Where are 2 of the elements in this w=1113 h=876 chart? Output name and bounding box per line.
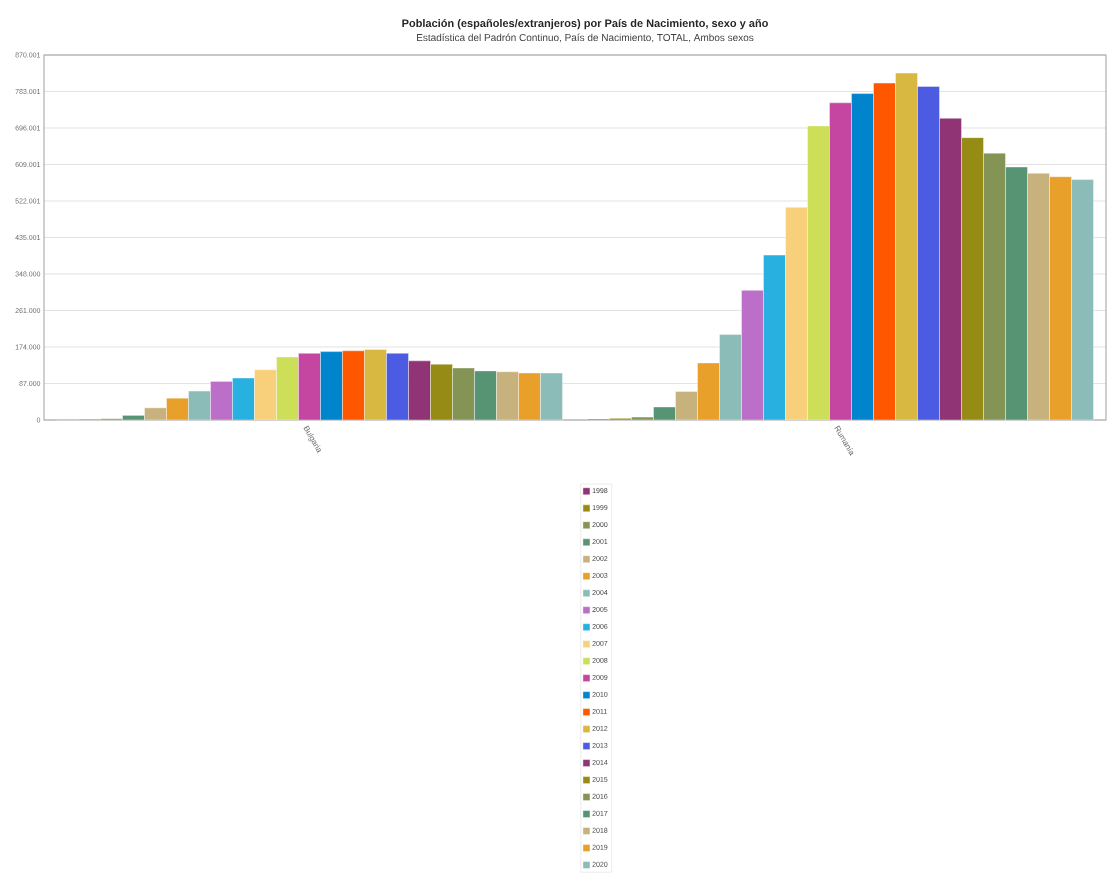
chart-title: Población (españoles/extranjeros) por País de Nacimiento, sexo y año [402, 18, 768, 30]
chart-subtitle: Estadística del Padrón Continuo, País de Nacimiento, TOTAL, Ambos sexos [417, 33, 754, 43]
